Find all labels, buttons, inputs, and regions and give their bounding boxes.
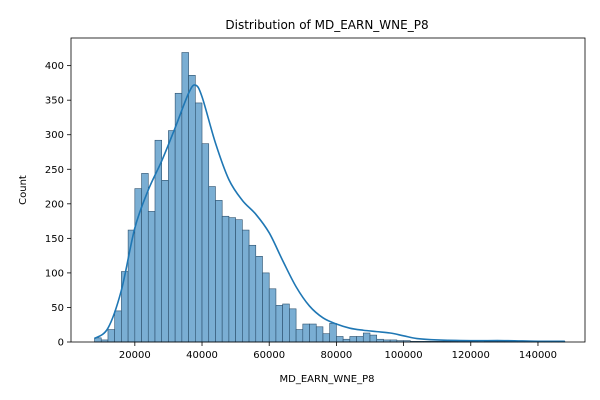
histogram-bar [168, 130, 176, 343]
histogram-bar [248, 244, 257, 343]
histogram-bar [188, 75, 196, 343]
x-tick-label: 40000 [186, 350, 218, 361]
histogram-bar [315, 326, 324, 343]
histogram-bar [262, 272, 270, 343]
histogram-bar [349, 336, 357, 343]
histogram-bar [221, 215, 230, 343]
y-tick-label: 200 [45, 199, 64, 210]
histogram-bar [208, 186, 216, 343]
y-tick-label: 0 [58, 338, 64, 349]
histogram-bar [376, 338, 384, 343]
x-tick-label: 80000 [320, 350, 352, 361]
histogram-bar [282, 303, 290, 343]
histogram-bar [268, 288, 277, 343]
x-tick-label: 60000 [253, 350, 285, 361]
histogram-bar [174, 92, 183, 343]
histogram-bar [121, 271, 129, 343]
y-tick-label: 50 [51, 303, 64, 314]
x-axis-label: MD_EARN_WNE_P8 [280, 374, 375, 385]
histogram-bar [107, 329, 115, 343]
y-tick-label: 300 [45, 130, 64, 141]
histogram-bar [322, 333, 330, 343]
histogram-bar [154, 139, 163, 343]
histogram-bar [161, 180, 169, 343]
y-axis-ticks: 0 50 100 150 200 250 300 350 400 [45, 61, 71, 349]
histogram-bar [289, 308, 297, 343]
histogram-bar [147, 211, 156, 343]
plot-frame [70, 37, 586, 343]
histogram-bar [127, 229, 136, 343]
kde-curve [94, 84, 565, 343]
histogram-bar [242, 229, 250, 343]
histogram-bar [336, 336, 344, 343]
histogram-bar [255, 256, 263, 343]
histogram-bar [215, 200, 223, 343]
x-tick-label: 120000 [452, 350, 490, 361]
y-tick-label: 400 [45, 61, 64, 72]
x-tick-label: 140000 [519, 350, 557, 361]
histogram-bar [309, 323, 317, 343]
histogram-bar [356, 336, 364, 343]
y-tick-label: 250 [45, 165, 64, 176]
chart-title: Distribution of MD_EARN_WNE_P8 [225, 18, 428, 32]
x-axis-ticks: 20000 40000 60000 80000 100000 120000 140000 [119, 342, 557, 361]
x-tick-label: 20000 [119, 350, 151, 361]
histogram-bar [295, 329, 304, 343]
histogram-bar [195, 102, 203, 343]
y-tick-label: 150 [45, 234, 64, 245]
histogram-bar [228, 217, 236, 343]
histogram-bar [369, 334, 378, 343]
histogram-bar [302, 323, 310, 343]
histogram-bar [362, 332, 371, 343]
histogram-bar [342, 338, 351, 343]
histogram-bar [235, 219, 243, 343]
y-tick-label: 350 [45, 96, 64, 107]
x-tick-label: 100000 [384, 350, 422, 361]
y-tick-label: 100 [45, 268, 64, 279]
histogram-bar [114, 310, 122, 343]
histogram-bar [201, 143, 210, 343]
histogram-bar [329, 323, 337, 343]
y-axis-label: Count [18, 175, 29, 205]
histogram-bar [275, 305, 283, 343]
